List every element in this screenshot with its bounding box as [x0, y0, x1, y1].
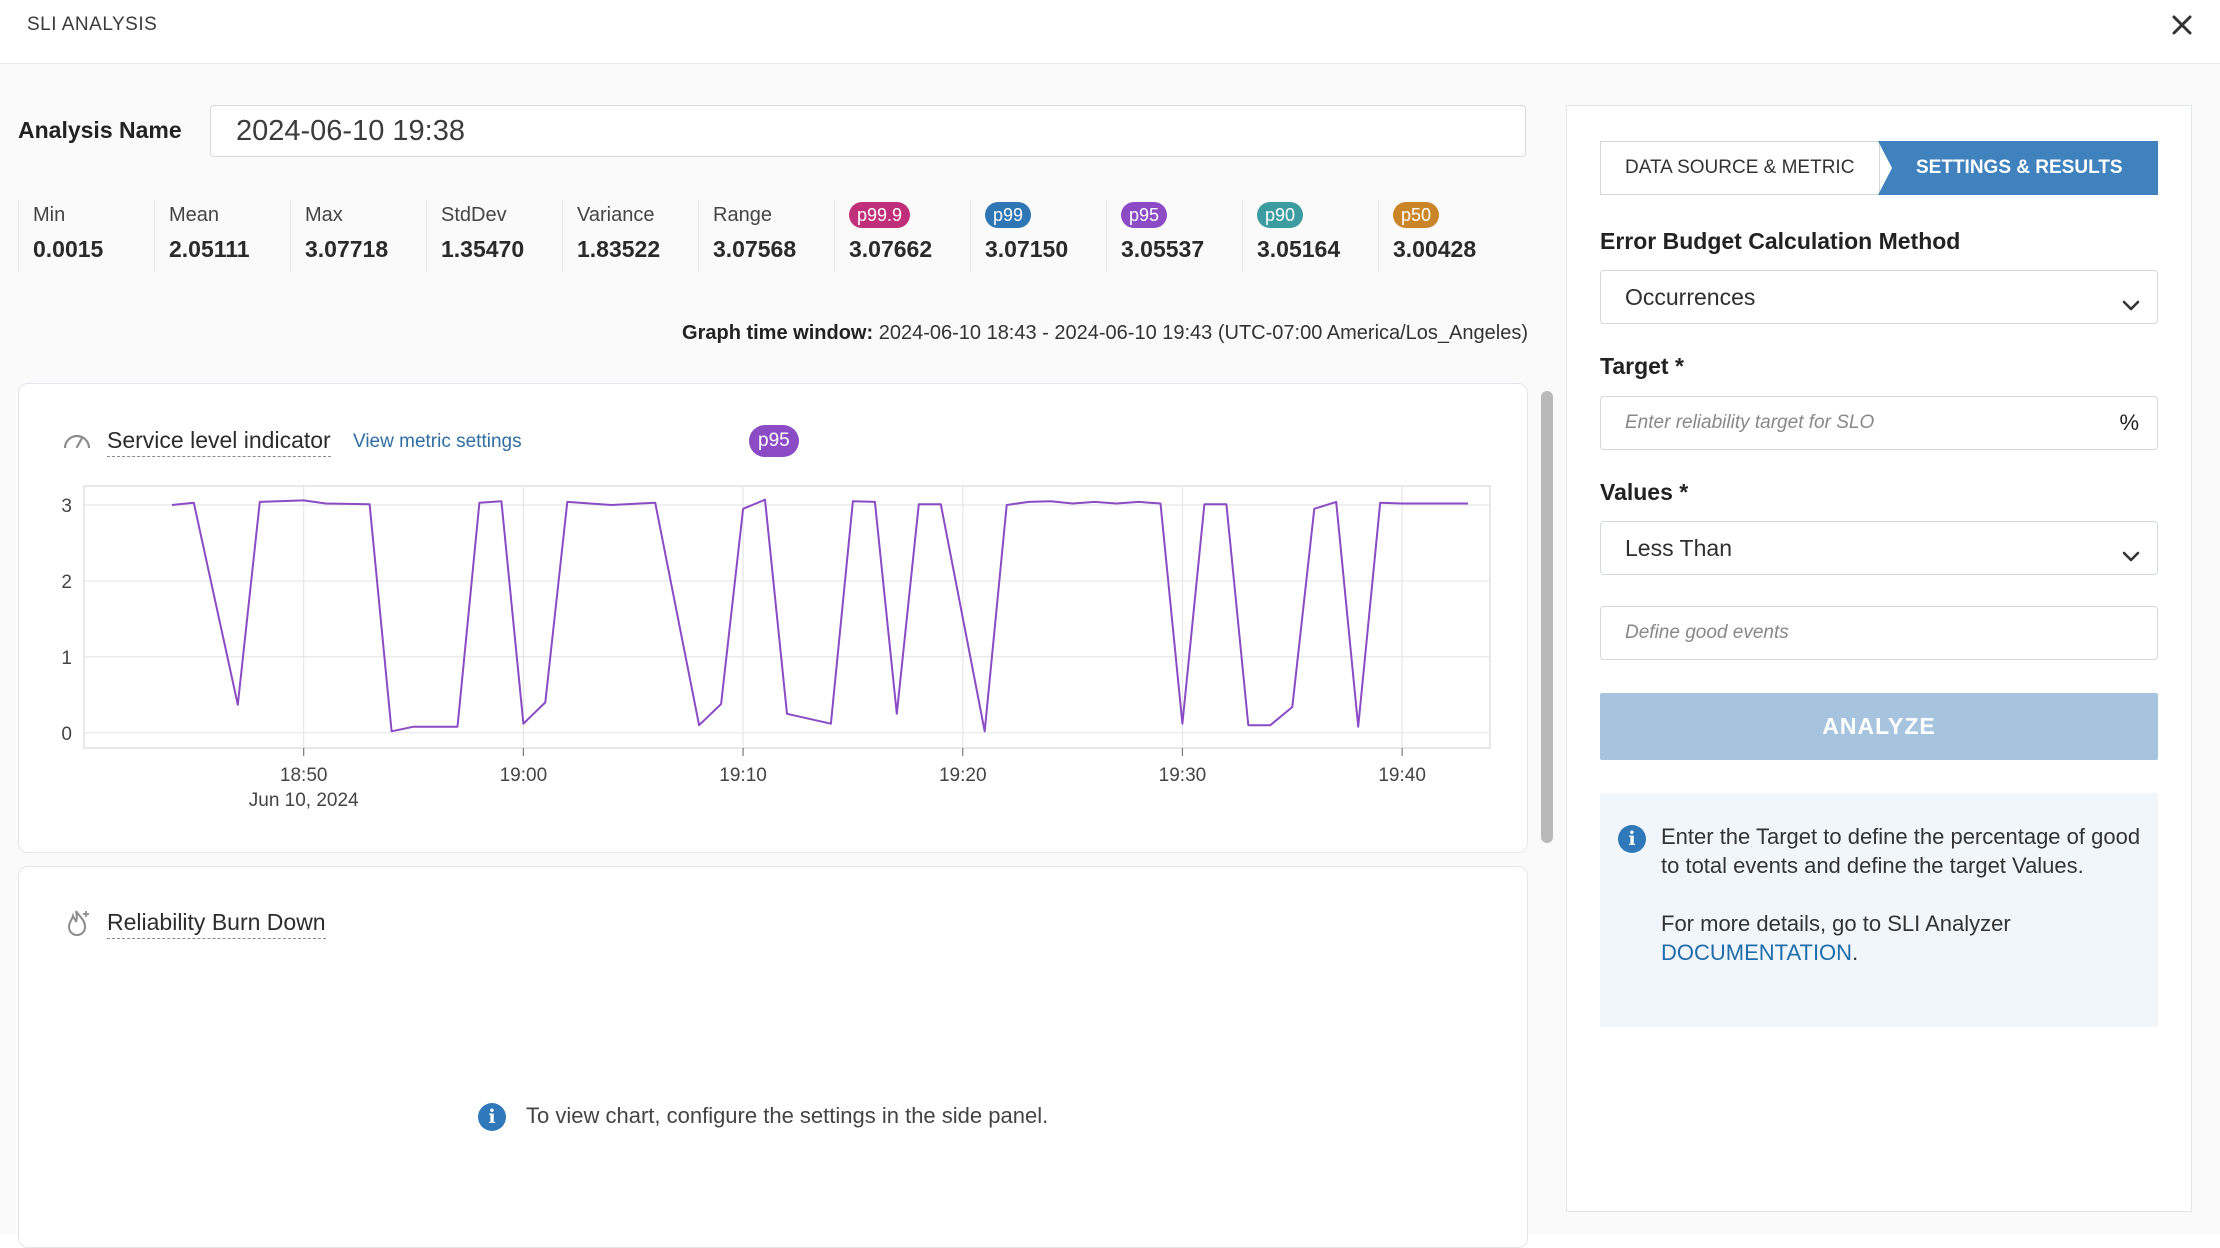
- time-window-label: Graph time window:: [682, 322, 874, 344]
- x-tick-label: 19:30: [1159, 765, 1207, 786]
- stat-value: 3.07718: [305, 236, 389, 262]
- x-tick-label: 18:50: [280, 765, 328, 786]
- sli-chart: 0 1 2 3 18:50 Jun 10, 2024 19:00 19:10 19:20 19:3…: [61, 485, 1491, 811]
- percentile-badge: p99: [985, 202, 1032, 228]
- gauge-icon: [62, 428, 92, 457]
- graph-time-window: Graph time window: 2024-06-10 18:43 - 20…: [600, 322, 1528, 345]
- stat-value: 0.0015: [33, 236, 104, 262]
- stat-p50: p50 3.00428: [1378, 200, 1514, 272]
- percent-unit: %: [2119, 410, 2139, 435]
- x-tick-label: 19:40: [1378, 765, 1426, 786]
- series-line-p95: [171, 498, 1468, 733]
- info-icon: i: [1618, 825, 1646, 853]
- sli-title: Service level indicator: [107, 427, 331, 457]
- stat-p95: p95 3.05537: [1106, 200, 1242, 272]
- analysis-name-label: Analysis Name: [18, 117, 182, 143]
- values-label: Values *: [1600, 479, 1689, 505]
- series-badge: p95: [749, 425, 799, 457]
- stat-p90: p90 3.05164: [1242, 200, 1378, 272]
- chevron-down-icon: [2119, 535, 2143, 587]
- percentile-badge: p95: [1121, 202, 1168, 228]
- good-events-input[interactable]: Define good events: [1600, 606, 2158, 660]
- required-mark: *: [1674, 353, 1684, 379]
- burn-down-title: Reliability Burn Down: [107, 909, 326, 939]
- stat-variance: Variance 1.83522: [562, 200, 698, 272]
- stat-value: 1.35470: [441, 236, 525, 262]
- stat-value: 1.83522: [577, 236, 661, 262]
- percentile-badge: p50: [1393, 202, 1440, 228]
- stat-value: 2.05111: [169, 236, 250, 262]
- stat-p99-9: p99.9 3.07662: [834, 200, 970, 272]
- stat-stddev: StdDev 1.35470: [426, 200, 562, 272]
- values-select[interactable]: Less Than: [1600, 521, 2158, 575]
- scrollbar-thumb[interactable]: [1541, 391, 1553, 843]
- stat-p99: p99 3.07150: [970, 200, 1106, 272]
- stat-max: Max 3.07718: [290, 200, 426, 272]
- view-metric-settings-link[interactable]: View metric settings: [353, 431, 522, 452]
- tab-data-source-metric[interactable]: DATA SOURCE & METRIC: [1600, 141, 1880, 195]
- x-tick-label: 19:10: [719, 765, 767, 786]
- stat-label: Max: [305, 204, 343, 226]
- values-value: Less Than: [1625, 535, 1732, 561]
- ebcm-value: Occurrences: [1625, 284, 1756, 310]
- stat-label: Range: [713, 204, 772, 226]
- y-tick-label: 0: [61, 724, 72, 745]
- percentile-badge: p99.9: [849, 202, 911, 228]
- documentation-link[interactable]: DOCUMENTATION: [1661, 940, 1853, 965]
- stat-label: Mean: [169, 204, 220, 226]
- stat-value: 3.07568: [713, 236, 797, 262]
- burn-down-empty-message: To view chart, configure the settings in…: [526, 1103, 1049, 1128]
- target-label: Target *: [1600, 353, 1684, 379]
- stat-value: 3.05164: [1257, 236, 1341, 262]
- percentile-badge: p90: [1257, 202, 1304, 228]
- info-icon: i: [478, 1103, 506, 1131]
- stat-value: 3.00428: [1393, 236, 1477, 262]
- close-icon[interactable]: [2167, 10, 2197, 40]
- stat-mean: Mean 2.05111: [154, 200, 290, 272]
- stat-value: 3.07662: [849, 236, 933, 262]
- stat-value: 3.07150: [985, 236, 1069, 262]
- stat-label: Min: [33, 204, 66, 226]
- flame-icon: [64, 908, 92, 943]
- stat-label: StdDev: [441, 204, 507, 226]
- stat-label: Variance: [577, 204, 655, 226]
- stat-min: Min 0.0015: [18, 200, 154, 272]
- y-tick-label: 3: [61, 496, 72, 517]
- tab-settings-results[interactable]: SETTINGS & RESULTS: [1878, 141, 2158, 195]
- good-events-placeholder: Define good events: [1625, 622, 1789, 643]
- y-tick-label: 1: [61, 648, 72, 669]
- info-text: Enter the Target to define the percentag…: [1661, 824, 2141, 965]
- x-date-label: Jun 10, 2024: [249, 790, 359, 811]
- stat-value: 3.05537: [1121, 236, 1205, 262]
- info-box: [1600, 793, 2158, 1027]
- x-tick-label: 19:20: [939, 765, 987, 786]
- ebcm-label: Error Budget Calculation Method: [1600, 228, 1961, 254]
- modal-header: [0, 0, 2220, 64]
- required-mark: *: [1679, 479, 1689, 505]
- burn-down-card: [18, 866, 1528, 1248]
- target-placeholder: Enter reliability target for SLO: [1625, 412, 1875, 433]
- info-line-1: Enter the Target to define the percentag…: [1661, 824, 2141, 878]
- target-input[interactable]: Enter reliability target for SLO %: [1600, 396, 2158, 450]
- analyze-button[interactable]: ANALYZE: [1600, 693, 2158, 760]
- modal-title: SLI ANALYSIS: [27, 14, 158, 35]
- ebcm-select[interactable]: Occurrences: [1600, 270, 2158, 324]
- time-window-value: 2024-06-10 18:43 - 2024-06-10 19:43 (UTC…: [878, 322, 1528, 344]
- x-tick-label: 19:00: [500, 765, 548, 786]
- y-tick-label: 2: [61, 572, 72, 593]
- analysis-name-input[interactable]: [210, 105, 1526, 157]
- chevron-down-icon: [2119, 284, 2143, 336]
- info-line-2: For more details, go to SLI Analyzer: [1661, 911, 2011, 936]
- stat-range: Range 3.07568: [698, 200, 834, 272]
